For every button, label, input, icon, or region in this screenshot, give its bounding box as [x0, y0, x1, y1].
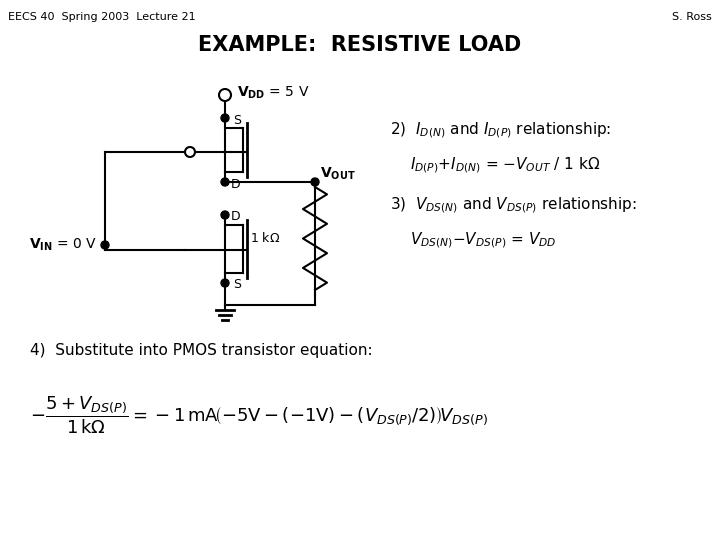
- Text: D: D: [231, 211, 240, 224]
- Text: $\mathbf{V_{DD}}$ = 5 V: $\mathbf{V_{DD}}$ = 5 V: [237, 85, 310, 101]
- Circle shape: [219, 89, 231, 101]
- Text: 2)  $I_{D(N)}$ and $I_{D(P)}$ relationship:: 2) $I_{D(N)}$ and $I_{D(P)}$ relationshi…: [390, 120, 611, 140]
- Circle shape: [221, 114, 229, 122]
- Text: 1 k$\Omega$: 1 k$\Omega$: [250, 232, 280, 246]
- Circle shape: [101, 241, 109, 249]
- Circle shape: [185, 147, 195, 157]
- Text: S: S: [233, 279, 241, 292]
- Text: EXAMPLE:  RESISTIVE LOAD: EXAMPLE: RESISTIVE LOAD: [199, 35, 521, 55]
- Text: $-\dfrac{5+V_{DS(P)}}{1\,\mathrm{k}\Omega} = -1\,\mathrm{mA}\!\left(-5\mathrm{V}: $-\dfrac{5+V_{DS(P)}}{1\,\mathrm{k}\Omeg…: [30, 395, 488, 436]
- Text: $V_{DS(N)}$$-V_{DS(P)}$ = $V_{DD}$: $V_{DS(N)}$$-V_{DS(P)}$ = $V_{DD}$: [410, 230, 557, 250]
- Text: 4)  Substitute into PMOS transistor equation:: 4) Substitute into PMOS transistor equat…: [30, 342, 373, 357]
- Text: S: S: [233, 113, 241, 126]
- Text: EECS 40  Spring 2003  Lecture 21: EECS 40 Spring 2003 Lecture 21: [8, 12, 196, 22]
- Circle shape: [221, 279, 229, 287]
- Circle shape: [311, 178, 319, 186]
- Text: $\mathbf{V_{IN}}$ = 0 V: $\mathbf{V_{IN}}$ = 0 V: [29, 237, 97, 253]
- Text: S. Ross: S. Ross: [672, 12, 712, 22]
- Text: 3)  $V_{DS(N)}$ and $V_{DS(P)}$ relationship:: 3) $V_{DS(N)}$ and $V_{DS(P)}$ relations…: [390, 195, 636, 215]
- Circle shape: [221, 211, 229, 219]
- Text: $\mathbf{V_{OUT}}$: $\mathbf{V_{OUT}}$: [320, 166, 356, 182]
- Text: D: D: [231, 178, 240, 191]
- Text: $I_{D(P)}$+$I_{D(N)}$ = $-V_{OUT}$ / 1 k$\Omega$: $I_{D(P)}$+$I_{D(N)}$ = $-V_{OUT}$ / 1 k…: [410, 155, 600, 175]
- Circle shape: [221, 178, 229, 186]
